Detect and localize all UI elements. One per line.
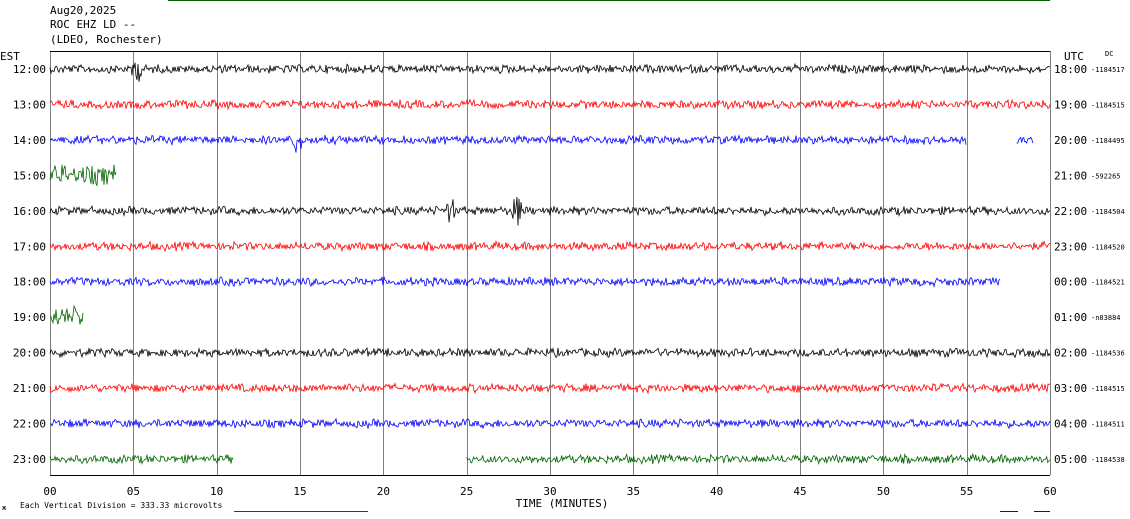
trace-1600-seg0 (49, 196, 1051, 226)
trace-1700-seg0 (49, 240, 1051, 253)
dc-label-0500: -1184538 (1091, 456, 1125, 464)
utc-label-2100: 21:00 (1054, 169, 1087, 182)
trace-1500-seg0 (49, 164, 117, 187)
x-tick-15: 15 (293, 485, 306, 498)
trace-2300-seg0 (49, 453, 234, 465)
dc-label-2100: -592265 (1091, 172, 1121, 180)
x-tick-30: 30 (543, 485, 556, 498)
trace-1900-seg0 (50, 304, 84, 325)
trace-1300-seg0 (49, 98, 1051, 111)
est-label-1800: 18:00 (13, 276, 46, 289)
trace-1800-seg0 (49, 276, 1001, 288)
utc-label-1800: 18:00 (1054, 63, 1087, 76)
station-network: (LDEO, Rochester) (50, 33, 163, 46)
est-hour-labels: 12:00 13:00 14:00 15:00 16:00 17:00 18:00 19:00… (13, 63, 46, 466)
utc-label-0000: 00:00 (1054, 276, 1087, 289)
x-tick-60: 60 (1043, 485, 1056, 498)
dc-label-2000: -1184495 (1091, 137, 1125, 145)
x-tick-25: 25 (460, 485, 473, 498)
est-label-2100: 21:00 (13, 382, 46, 395)
station-code: ROC EHZ LD -- (50, 18, 137, 31)
trace-2100-seg0 (49, 381, 1051, 395)
dc-label-2200: -1184504 (1091, 208, 1125, 216)
trace-1400-seg1 (1016, 136, 1034, 144)
dc-label-2300: -1184520 (1091, 243, 1125, 251)
dc-label-0000: -1184521 (1091, 279, 1125, 287)
dc-label-1900: -1184515 (1091, 101, 1125, 109)
time-grid (50, 51, 1051, 476)
dc-label-0300: -1184515 (1091, 385, 1125, 393)
trace-1200-seg0 (49, 62, 1051, 82)
dc-label-0100: -n83884 (1091, 314, 1121, 322)
est-label-1500: 15:00 (13, 169, 46, 182)
trace-2300-seg1 (466, 452, 1051, 465)
trace-2000-seg0 (49, 347, 1051, 359)
trace-1400-seg0 (49, 134, 967, 153)
est-label-1600: 16:00 (13, 205, 46, 218)
x-tick-10: 10 (210, 485, 223, 498)
corner-mark: ж (2, 504, 7, 512)
utc-label-0200: 02:00 (1054, 347, 1087, 360)
x-tick-40: 40 (710, 485, 723, 498)
seismic-traces (49, 62, 1051, 465)
x-tick-05: 05 (127, 485, 140, 498)
station-date: Aug20,2025 (50, 4, 117, 17)
est-label-1400: 14:00 (13, 134, 46, 147)
est-label-1700: 17:00 (13, 240, 46, 253)
dc-label-0200: -1184536 (1091, 350, 1125, 358)
est-label-2300: 23:00 (13, 453, 46, 466)
dc-offset-labels: -1184517 -1184515 -1184495 -592265 -1184504 -… (1091, 66, 1125, 464)
utc-hour-labels: 18:00 19:00 20:00 21:00 22:00 23:00 00:00 01:00… (1054, 63, 1087, 466)
scale-note: Each Vertical Division = 333.33 microvol… (20, 501, 222, 510)
utc-label-2300: 23:00 (1054, 240, 1087, 253)
est-label-2000: 20:00 (13, 347, 46, 360)
est-label-1200: 12:00 (13, 63, 46, 76)
x-tick-45: 45 (793, 485, 806, 498)
utc-label-0500: 05:00 (1054, 453, 1087, 466)
trace-2200-seg0 (49, 417, 1051, 430)
x-tick-00: 00 (43, 485, 56, 498)
est-label-1900: 19:00 (13, 311, 46, 324)
utc-label-2000: 20:00 (1054, 134, 1087, 147)
x-tick-50: 50 (877, 485, 890, 498)
x-tick-35: 35 (627, 485, 640, 498)
utc-label-0300: 03:00 (1054, 382, 1087, 395)
utc-axis-label: UTC (1064, 50, 1084, 63)
minute-tick-labels: 00 05 10 15 20 25 30 35 40 45 50 55 60 (43, 485, 1056, 498)
dc-label-1800: -1184517 (1091, 66, 1125, 74)
dc-label-0400: -1184511 (1091, 421, 1125, 429)
utc-label-0100: 01:00 (1054, 311, 1087, 324)
utc-label-1900: 19:00 (1054, 98, 1087, 111)
utc-label-2200: 22:00 (1054, 205, 1087, 218)
x-axis-title: TIME (MINUTES) (516, 497, 609, 510)
x-tick-55: 55 (960, 485, 973, 498)
dc-header-label: DC (1105, 50, 1113, 58)
est-label-1300: 13:00 (13, 98, 46, 111)
utc-label-0400: 04:00 (1054, 418, 1087, 431)
est-label-2200: 22:00 (13, 418, 46, 431)
est-axis-label: EST (0, 50, 20, 63)
x-tick-20: 20 (377, 485, 390, 498)
